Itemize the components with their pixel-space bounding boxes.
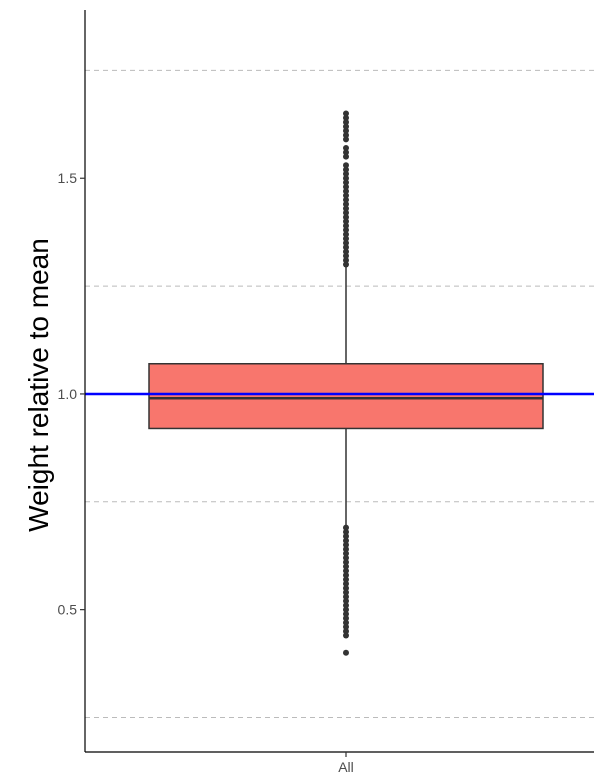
outlier-point	[343, 619, 349, 626]
y-axis-title: Weight relative to mean	[23, 238, 54, 532]
outlier-point	[343, 546, 349, 553]
outlier-point	[343, 524, 349, 531]
outlier-point	[343, 606, 349, 613]
outlier-point	[343, 235, 349, 242]
outlier-point	[343, 567, 349, 574]
outlier-point	[343, 554, 349, 561]
outlier-point	[343, 541, 349, 548]
outlier-point	[343, 610, 349, 617]
outlier-point	[343, 649, 349, 656]
outlier-point	[343, 615, 349, 622]
outlier-point	[343, 261, 349, 268]
y-tick-label: 1.5	[58, 170, 78, 186]
outlier-point	[343, 132, 349, 139]
outlier-point	[343, 209, 349, 216]
outlier-point	[343, 127, 349, 134]
outlier-point	[343, 192, 349, 199]
outlier-point	[343, 585, 349, 592]
outlier-point	[343, 114, 349, 121]
outlier-point	[343, 550, 349, 557]
outlier-point	[343, 222, 349, 229]
axes: 0.5 1.0 1.5 All	[58, 10, 594, 775]
plot-area	[85, 110, 594, 656]
outlier-point	[343, 231, 349, 238]
outlier-point	[343, 252, 349, 259]
reference-lines	[85, 69, 594, 718]
outlier-point	[343, 623, 349, 630]
outlier-point	[343, 572, 349, 579]
outlier-point	[343, 166, 349, 173]
outlier-point	[343, 218, 349, 225]
outlier-point	[343, 201, 349, 208]
outlier-point	[343, 183, 349, 190]
outlier-point	[343, 244, 349, 251]
outlier-point	[343, 598, 349, 605]
outlier-point	[343, 537, 349, 544]
outlier-point	[343, 239, 349, 246]
outlier-point	[343, 248, 349, 255]
box-iqr	[148, 362, 544, 430]
outlier-point	[343, 145, 349, 152]
outlier-point	[343, 153, 349, 160]
outlier-point	[343, 227, 349, 234]
outlier-point	[343, 162, 349, 169]
outlier-point	[343, 188, 349, 195]
outlier-point	[343, 528, 349, 535]
outlier-point	[343, 576, 349, 583]
outlier-point	[343, 257, 349, 264]
y-tick-label: 1.0	[58, 386, 78, 402]
y-tick-label: 0.5	[58, 602, 78, 618]
outlier-point	[343, 196, 349, 203]
outlier-point	[343, 593, 349, 600]
outlier-point	[343, 179, 349, 186]
outlier-point	[343, 580, 349, 587]
outlier-point	[343, 123, 349, 130]
outlier-point	[343, 628, 349, 635]
outlier-point	[343, 559, 349, 566]
outlier-point	[343, 205, 349, 212]
outlier-point	[343, 214, 349, 221]
outlier-point	[343, 110, 349, 117]
outlier-point	[343, 175, 349, 182]
outlier-point	[343, 533, 349, 540]
outlier-point	[343, 589, 349, 596]
x-tick-label: All	[338, 759, 354, 775]
outlier-point	[343, 170, 349, 177]
outlier-point	[343, 136, 349, 143]
outlier-point	[343, 119, 349, 126]
outlier-point	[343, 149, 349, 156]
outlier-point	[343, 563, 349, 570]
outlier-point	[343, 602, 349, 609]
outlier-point	[343, 632, 349, 639]
